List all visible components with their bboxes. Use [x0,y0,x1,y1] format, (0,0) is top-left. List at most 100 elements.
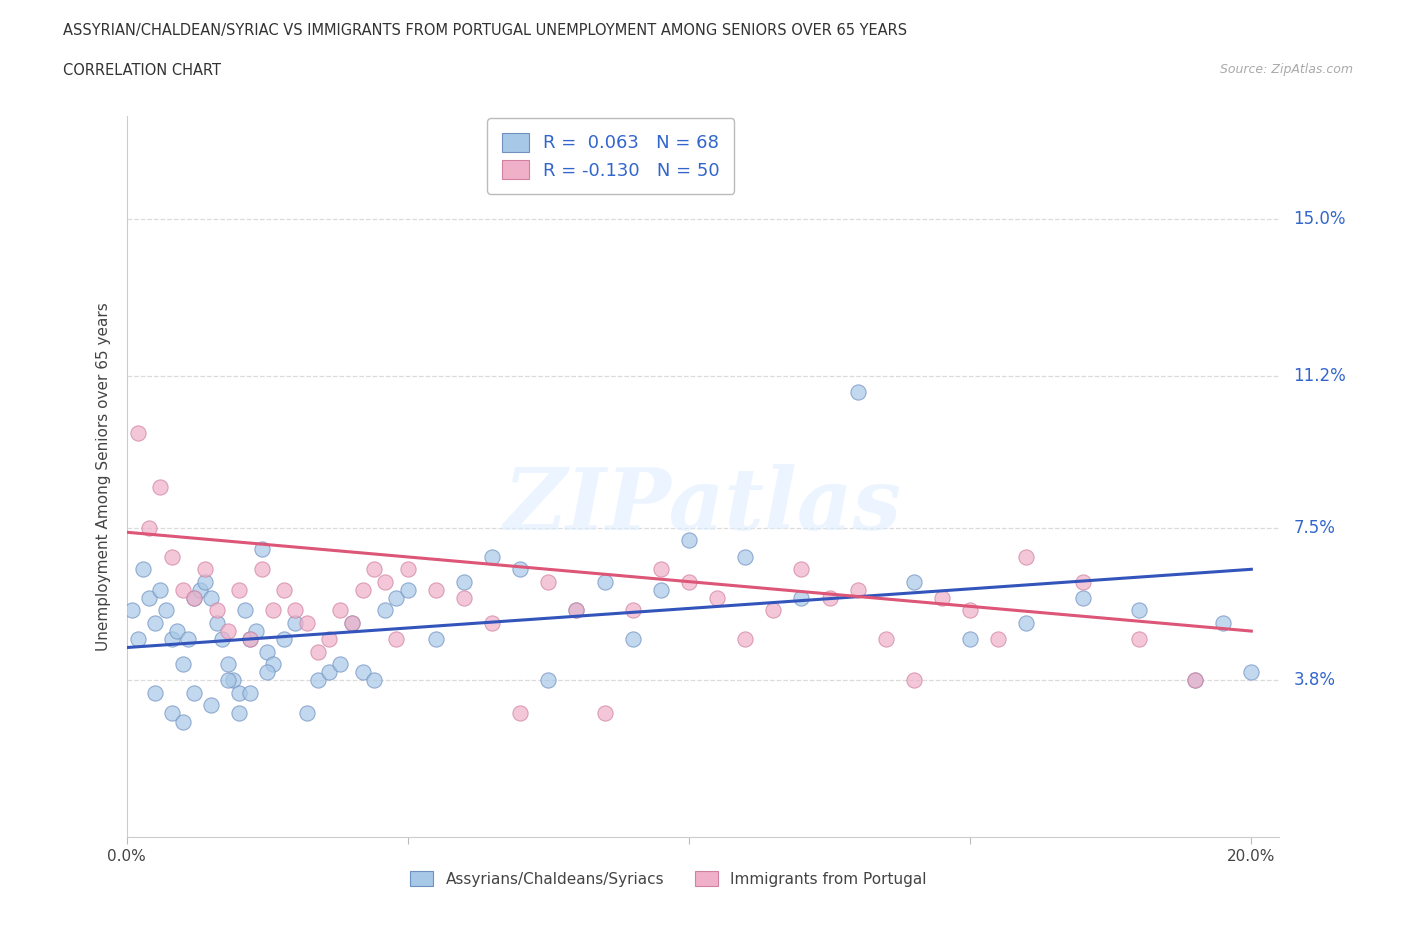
Legend: Assyrians/Chaldeans/Syriacs, Immigrants from Portugal: Assyrians/Chaldeans/Syriacs, Immigrants … [402,863,934,895]
Point [481,550,503,565]
Point [593,574,616,589]
Point [273,631,295,646]
Point [160,550,183,565]
Point [284,616,307,631]
Point [374,603,396,618]
Point [228,582,250,597]
Point [509,706,531,721]
Point [903,574,925,589]
Point [127,631,149,646]
Point [318,631,340,646]
Point [565,603,588,618]
Point [318,665,340,680]
Point [194,562,217,577]
Point [228,706,250,721]
Point [903,673,925,688]
Point [262,657,284,671]
Point [149,480,172,495]
Point [172,582,194,597]
Point [1128,631,1150,646]
Point [138,591,160,605]
Point [307,644,329,659]
Point [245,624,267,639]
Point [340,616,363,631]
Text: CORRELATION CHART: CORRELATION CHART [63,63,221,78]
Point [537,574,560,589]
Point [425,582,447,597]
Point [959,631,981,646]
Point [239,685,262,700]
Point [295,706,318,721]
Text: 7.5%: 7.5% [1294,519,1336,538]
Point [183,591,205,605]
Point [650,562,672,577]
Point [846,582,869,597]
Point [149,582,172,597]
Point [217,673,239,688]
Point [239,631,262,646]
Y-axis label: Unemployment Among Seniors over 65 years: Unemployment Among Seniors over 65 years [96,302,111,651]
Point [396,582,419,597]
Point [194,574,217,589]
Point [239,631,262,646]
Point [1212,616,1234,631]
Point [127,426,149,441]
Point [706,591,728,605]
Point [132,562,155,577]
Point [875,631,897,646]
Point [256,665,278,680]
Point [205,603,228,618]
Point [262,603,284,618]
Point [233,603,256,618]
Point [734,631,756,646]
Point [329,657,352,671]
Point [537,673,560,688]
Point [222,673,245,688]
Point [621,631,644,646]
Point [931,591,953,605]
Text: 3.8%: 3.8% [1294,671,1336,689]
Point [1184,673,1206,688]
Point [177,631,200,646]
Point [172,657,194,671]
Point [846,385,869,400]
Point [363,562,385,577]
Point [155,603,177,618]
Point [200,591,222,605]
Text: ASSYRIAN/CHALDEAN/SYRIAC VS IMMIGRANTS FROM PORTUGAL UNEMPLOYMENT AMONG SENIORS : ASSYRIAN/CHALDEAN/SYRIAC VS IMMIGRANTS F… [63,23,907,38]
Point [256,644,278,659]
Point [385,591,408,605]
Point [183,685,205,700]
Point [250,541,273,556]
Point [1071,591,1094,605]
Point [295,616,318,631]
Point [217,624,239,639]
Point [453,574,475,589]
Text: ZIPatlas: ZIPatlas [503,464,903,547]
Point [959,603,981,618]
Point [593,706,616,721]
Point [273,582,295,597]
Point [818,591,841,605]
Point [211,631,233,646]
Point [363,673,385,688]
Point [1015,616,1038,631]
Point [160,631,183,646]
Text: Source: ZipAtlas.com: Source: ZipAtlas.com [1219,63,1353,76]
Point [621,603,644,618]
Point [205,616,228,631]
Point [396,562,419,577]
Point [1071,574,1094,589]
Point [1015,550,1038,565]
Point [217,657,239,671]
Point [143,616,166,631]
Point [481,616,503,631]
Point [762,603,785,618]
Point [678,533,700,548]
Text: 15.0%: 15.0% [1294,210,1346,228]
Point [228,685,250,700]
Point [650,582,672,597]
Point [352,665,374,680]
Point [565,603,588,618]
Point [453,591,475,605]
